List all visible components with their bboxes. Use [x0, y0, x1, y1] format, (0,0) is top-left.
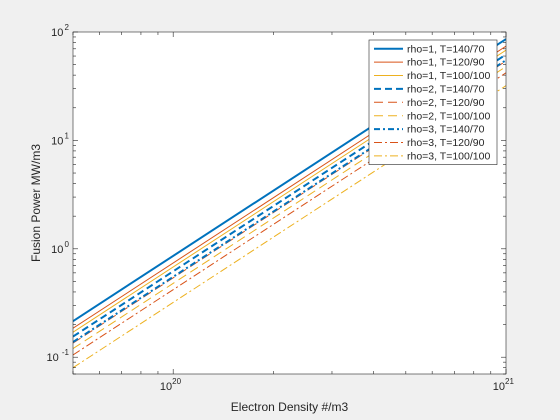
x-tick-exponent: 21	[505, 377, 514, 386]
y-tick-exponent: 0	[65, 240, 70, 249]
x-axis-label: Electron Density #/m3	[231, 400, 349, 414]
legend-entry-9: rho=3, T=100/100	[407, 151, 490, 163]
legend-entry-6: rho=2, T=100/100	[407, 110, 490, 122]
series-line-6	[73, 66, 506, 350]
axes-box	[72, 31, 507, 375]
legend-entry-7: rho=3, T=140/70	[407, 124, 485, 136]
legend-entry-5: rho=2, T=120/90	[407, 97, 485, 109]
series-line-8	[73, 72, 506, 356]
y-tick-exponent: -1	[62, 348, 70, 357]
legend-entry-1: rho=1, T=140/70	[407, 43, 485, 55]
legend-entry-2: rho=1, T=120/90	[407, 57, 485, 69]
legend-entry-8: rho=3, T=120/90	[407, 137, 485, 149]
y-tick-label: 10	[51, 135, 63, 147]
y-tick-label: 10	[51, 244, 63, 256]
axis-ticks	[72, 31, 507, 375]
x-tick-label: 10	[493, 381, 505, 393]
legend-entry-4: rho=2, T=140/70	[407, 84, 485, 96]
y-tick-exponent: 1	[65, 131, 70, 140]
y-tick-exponent: 2	[65, 23, 70, 32]
series-line-9	[73, 85, 506, 369]
y-tick-label: 10	[47, 352, 59, 364]
x-tick-label: 10	[160, 381, 172, 393]
x-tick-exponent: 20	[172, 377, 181, 386]
legend-entry-3: rho=1, T=100/100	[407, 70, 490, 82]
y-tick-label: 10	[51, 27, 63, 39]
y-axis-label: Fusion Power MW/m3	[29, 144, 43, 262]
